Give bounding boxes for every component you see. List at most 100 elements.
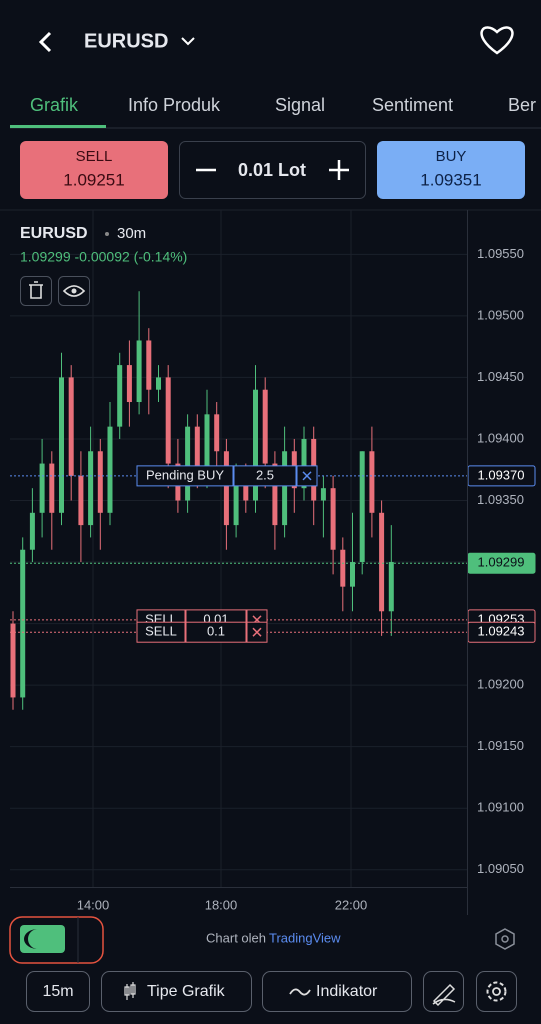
order-close-icon	[302, 471, 312, 481]
separator-dot	[105, 232, 109, 236]
candle-body	[233, 475, 239, 526]
candle-body	[117, 365, 123, 427]
candle-body	[359, 451, 365, 563]
order-qty-box[interactable]	[233, 465, 297, 487]
order-label: Pending BUY	[146, 467, 224, 482]
symbol-dropdown[interactable]	[181, 37, 195, 46]
candle-body	[320, 488, 326, 501]
lot-box	[179, 141, 366, 199]
settings-hex-dot	[501, 935, 509, 943]
credit-brand[interactable]: TradingView	[269, 930, 341, 945]
x-tick-label: 14:00	[77, 897, 110, 912]
trash-icon	[29, 281, 43, 299]
order-qty: 0.1	[207, 624, 225, 639]
tab[interactable]: Signal	[275, 95, 325, 115]
draw-button[interactable]	[423, 971, 464, 1012]
candle-body	[107, 426, 113, 513]
order-label-box	[136, 621, 186, 643]
candle-body	[185, 426, 191, 501]
candle-body	[78, 475, 84, 526]
order-qty-box[interactable]	[185, 621, 247, 643]
buy-price: 1.09351	[420, 170, 481, 189]
lot-plus[interactable]	[329, 160, 349, 180]
x-tick-label: 18:00	[205, 897, 238, 912]
candle-body	[39, 463, 45, 513]
order-qty: 2.5	[256, 467, 274, 482]
y-tick-label: 1.09400	[477, 430, 524, 445]
interval-button[interactable]	[26, 971, 90, 1012]
candle-body	[369, 451, 375, 513]
gear-center	[492, 987, 501, 996]
settings-hex[interactable]	[495, 928, 515, 950]
eye-icon	[62, 285, 86, 297]
tab-indicator	[10, 125, 106, 128]
sell-button[interactable]	[20, 141, 168, 199]
candle-body	[68, 377, 74, 476]
order-label-box	[136, 465, 234, 487]
candle-icon	[124, 982, 136, 1000]
delete-button[interactable]	[20, 276, 52, 306]
y-tick-label: 1.09050	[477, 861, 524, 876]
candle-body	[262, 389, 268, 464]
candle-body	[379, 512, 385, 612]
y-tick-label: 1.09150	[477, 738, 524, 753]
buy-button[interactable]	[377, 141, 525, 199]
candle-body	[20, 549, 26, 698]
logo-highlight[interactable]	[9, 916, 104, 964]
sell-label: SELL	[76, 148, 113, 165]
sell-price: 1.09251	[63, 170, 124, 189]
logo-icon	[20, 925, 65, 953]
settings-button[interactable]	[476, 971, 517, 1012]
tab[interactable]: Grafik	[30, 95, 79, 115]
candle-body	[282, 451, 288, 526]
candle-body	[330, 488, 336, 550]
buy-label: BUY	[436, 148, 467, 165]
pen-icon	[432, 983, 456, 1007]
candle-body	[253, 389, 258, 501]
eye-pupil	[71, 288, 77, 294]
candle-body	[165, 377, 171, 464]
price-tag-label: 1.09243	[478, 624, 525, 639]
candle-body	[136, 340, 142, 403]
order-close-icon	[252, 627, 262, 637]
candle-body	[146, 340, 152, 390]
back-button[interactable]	[38, 31, 52, 53]
tab[interactable]: Info Produk	[128, 95, 221, 115]
candle-body	[194, 426, 200, 476]
credit-text: Chart oleh	[206, 930, 266, 945]
chart-type-button[interactable]	[101, 971, 252, 1012]
price-tag-label: 1.09299	[478, 555, 525, 570]
y-tick-label: 1.09200	[477, 677, 524, 692]
candle-body	[29, 512, 35, 550]
candle-body	[243, 475, 249, 501]
price-tag-label: 1.09370	[478, 467, 525, 482]
chart-quote: 1.09299 -0.00092 (-0.14%)	[20, 249, 187, 265]
chart-type-label: Tipe Grafik	[147, 983, 226, 1000]
y-tick-label: 1.09500	[477, 307, 524, 322]
interval-label: 15m	[42, 983, 73, 1000]
y-tick-label: 1.09450	[477, 369, 524, 384]
candle-body	[49, 463, 55, 513]
candle-body	[88, 451, 94, 526]
y-tick-label: 1.09350	[477, 492, 524, 507]
candle-body	[126, 365, 132, 403]
candle-body	[301, 438, 307, 489]
lot-value[interactable]: 0.01 Lot	[238, 160, 306, 180]
candle-body	[350, 562, 355, 587]
x-tick-label: 22:00	[335, 897, 368, 912]
order-label: SELL	[145, 624, 177, 639]
y-tick-label: 1.09550	[477, 246, 524, 261]
tab[interactable]: Sentiment	[372, 95, 453, 115]
symbol-title[interactable]: EURUSD	[84, 30, 168, 52]
tab[interactable]: Ber	[508, 95, 536, 115]
candle-body	[340, 549, 346, 587]
candle-body	[97, 451, 103, 513]
indicator-button[interactable]	[262, 971, 412, 1012]
gear-icon	[486, 981, 507, 1002]
favorite-button[interactable]	[480, 26, 514, 55]
candle-body	[214, 414, 220, 452]
indicator-label: Indikator	[316, 983, 378, 1000]
candle-body	[388, 562, 394, 612]
indicator-icon	[289, 988, 311, 996]
